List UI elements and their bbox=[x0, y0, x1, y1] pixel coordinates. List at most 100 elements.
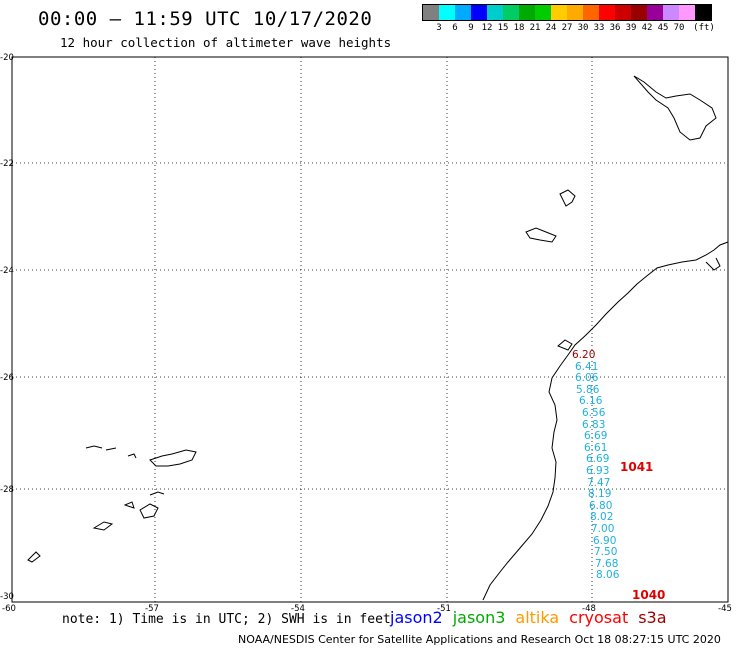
longitude-label: -57 bbox=[145, 604, 159, 614]
island-west-3 bbox=[105, 447, 117, 451]
swh-value: 6.61 bbox=[584, 441, 608, 454]
color-swatch bbox=[503, 5, 519, 20]
coastline bbox=[27, 75, 729, 601]
color-scale-label: 6 bbox=[452, 23, 458, 33]
island-trindade-a bbox=[559, 189, 576, 207]
color-scale-label: 27 bbox=[561, 23, 573, 33]
island-west-9 bbox=[149, 491, 165, 496]
swh-value: 7.50 bbox=[594, 546, 618, 559]
color-scale-labels: 3 6 9 12 15 18 21 24 27 30 33 36 39 42 45 70 (ft) bbox=[422, 21, 715, 35]
coast-rio-inlet bbox=[705, 257, 721, 271]
chart-title: 00:00 – 11:59 UTC 10/17/2020 bbox=[38, 8, 373, 30]
color-scale-label: 3 bbox=[436, 23, 442, 33]
island-west-6 bbox=[92, 521, 114, 531]
color-scale-swatches bbox=[422, 4, 712, 21]
coast-brazil bbox=[482, 241, 729, 601]
swh-value: 8.19 bbox=[588, 488, 612, 501]
satellite-legend: jason2 jason3 altika cryosat s3a bbox=[390, 608, 677, 627]
orbit-tag: 1041 bbox=[620, 460, 654, 474]
swh-value: 7.00 bbox=[591, 523, 615, 535]
color-swatch bbox=[535, 5, 551, 20]
latitude-label: -24 bbox=[0, 266, 14, 276]
satellite-altika: altika bbox=[515, 608, 560, 627]
swh-value: 6.80 bbox=[589, 499, 613, 512]
color-swatch bbox=[423, 5, 439, 20]
color-scale-label: 39 bbox=[625, 23, 637, 33]
latitude-labels: -20 -22 -24 -26 -28 -30 bbox=[0, 53, 14, 602]
color-scale-label: 18 bbox=[513, 23, 525, 33]
swh-value: 8.06 bbox=[596, 569, 620, 582]
color-swatch bbox=[663, 5, 679, 20]
color-swatch bbox=[439, 5, 455, 20]
latitude-label: -28 bbox=[0, 485, 14, 495]
orbit-tag: 1040 bbox=[632, 588, 666, 602]
island-west-8 bbox=[27, 551, 41, 563]
island-west-2 bbox=[85, 445, 103, 449]
color-scale-label: 21 bbox=[529, 23, 541, 33]
swh-value: 5.86 bbox=[576, 383, 600, 396]
color-scale-legend: 3 6 9 12 15 18 21 24 27 30 33 36 39 42 45 70 (ft) bbox=[422, 4, 715, 35]
island-west-5 bbox=[139, 503, 159, 519]
satellite-jason3: jason3 bbox=[452, 608, 506, 627]
footer-credit: NOAA/NESDIS Center for Satellite Applica… bbox=[238, 633, 721, 646]
color-scale-label: 9 bbox=[468, 23, 474, 33]
longitude-label: -48 bbox=[582, 604, 596, 614]
color-swatch bbox=[631, 5, 647, 20]
color-swatch bbox=[615, 5, 631, 20]
longitude-label: -51 bbox=[437, 604, 451, 614]
island-west-4 bbox=[127, 453, 137, 459]
island-trindade-b bbox=[525, 227, 557, 243]
longitude-label: -45 bbox=[718, 604, 732, 614]
swh-value: 6.69 bbox=[584, 430, 608, 443]
map-frame bbox=[11, 56, 729, 603]
color-swatch bbox=[551, 5, 567, 20]
color-swatch bbox=[599, 5, 615, 20]
swh-value: 6.69 bbox=[586, 453, 610, 466]
color-scale-label: 36 bbox=[609, 23, 621, 33]
island-west-7 bbox=[123, 501, 135, 509]
color-swatch bbox=[455, 5, 471, 20]
color-swatch bbox=[567, 5, 583, 20]
swh-value: 7.47 bbox=[587, 476, 611, 489]
graticule bbox=[12, 57, 728, 602]
swh-value: 6.90 bbox=[593, 534, 617, 547]
swh-value: 6.56 bbox=[582, 407, 606, 419]
color-scale-label: 12 bbox=[481, 23, 493, 33]
color-swatch bbox=[519, 5, 535, 20]
swh-value: 8.02 bbox=[590, 511, 614, 524]
color-swatch bbox=[679, 5, 695, 20]
color-swatch bbox=[647, 5, 663, 20]
swh-value: 6.83 bbox=[582, 418, 606, 431]
color-swatch bbox=[695, 5, 711, 20]
color-scale-label: 15 bbox=[497, 23, 509, 33]
satellite-cryosat: cryosat bbox=[569, 608, 629, 627]
color-scale-label: 70 bbox=[673, 23, 685, 33]
latitude-label: -20 bbox=[0, 53, 14, 63]
color-swatch bbox=[487, 5, 503, 20]
swh-value: 7.68 bbox=[595, 557, 619, 570]
color-swatch bbox=[583, 5, 599, 20]
island-ne-cluster bbox=[633, 75, 717, 141]
chart-subtitle: 12 hour collection of altimeter wave hei… bbox=[60, 35, 392, 50]
coast-island-1 bbox=[557, 339, 573, 351]
color-swatch bbox=[471, 5, 487, 20]
longitude-label: -54 bbox=[291, 604, 305, 614]
satellite-jason2: jason2 bbox=[390, 608, 443, 627]
satellite-s3a: s3a bbox=[638, 608, 667, 627]
latitude-label: -26 bbox=[0, 373, 14, 383]
swh-value: 6.93 bbox=[586, 465, 610, 477]
swh-value: 6.41 bbox=[575, 360, 599, 373]
swh-value: 6.20 bbox=[572, 349, 596, 361]
island-west-1 bbox=[149, 449, 197, 467]
color-scale-label: 30 bbox=[577, 23, 589, 33]
color-scale-label: 45 bbox=[657, 23, 669, 33]
longitude-labels: -60 -57 -54 -51 -48 -45 bbox=[2, 604, 732, 614]
color-scale-label: 42 bbox=[641, 23, 653, 33]
color-scale-unit: (ft) bbox=[693, 23, 715, 33]
latitude-label: -22 bbox=[0, 159, 14, 169]
swh-value: 6.16 bbox=[579, 395, 603, 408]
footer-note: note: 1) Time is in UTC; 2) SWH is in fe… bbox=[62, 612, 391, 627]
longitude-label: -60 bbox=[2, 604, 16, 614]
color-scale-label: 33 bbox=[593, 23, 605, 33]
